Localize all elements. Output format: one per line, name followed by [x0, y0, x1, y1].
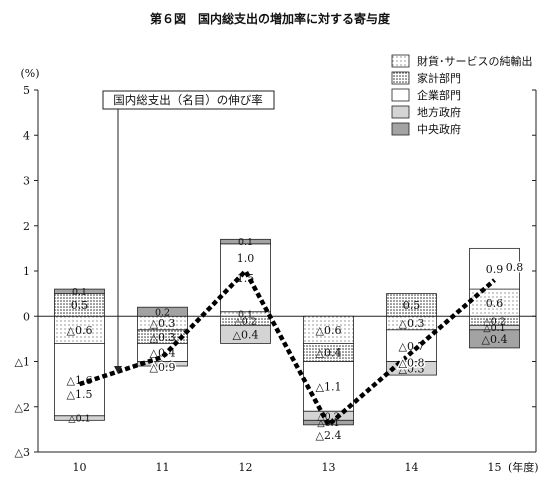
segment-label-local: △0.1	[68, 414, 90, 425]
bar-segment-local	[220, 324, 271, 344]
x-tick-label: 13	[322, 461, 336, 474]
segment-labels: △0.60.5△1.6△0.10.1△0.3△0.3△0.4△0.10.2 0.1…	[67, 237, 508, 429]
bar-segment-household	[386, 293, 437, 317]
segment-label-local: △0.1	[483, 323, 505, 334]
segment-label-foreign: 0.1	[238, 310, 253, 321]
y-tick-label: 0	[23, 310, 30, 323]
segment-label-household: △0.2	[234, 316, 256, 327]
legend-swatch-central	[391, 122, 410, 136]
bar-segment-local	[137, 361, 188, 367]
total-growth-label: 0.8	[506, 261, 524, 274]
chart-title: 第６図 国内総支出の増加率に対する寄与度	[150, 11, 391, 26]
segment-label-corporate: △1.6	[67, 374, 93, 387]
annotation-text: 国内総支出（名目）の伸び率	[113, 93, 263, 107]
segment-label-household: △0.4	[316, 347, 342, 360]
bar-segment-local	[54, 415, 105, 421]
y-tick-label: 2	[23, 220, 30, 233]
legend-label-foreign: 財貨･サービスの純輸出	[417, 54, 533, 68]
y-tick-label: 3	[23, 175, 30, 188]
segment-label-foreign: 0.6	[486, 297, 504, 310]
segment-label-central: 0.2	[155, 307, 170, 318]
total-growth-label: △0.9	[150, 361, 176, 374]
bar-segment-corporate	[303, 361, 354, 412]
annotation-box	[102, 90, 275, 110]
bar-segment-foreign	[54, 315, 105, 344]
segment-label-local: △0.3	[399, 362, 425, 375]
total-growth-label: △0.8	[399, 356, 425, 369]
segment-label-foreign: △0.6	[67, 324, 93, 337]
bar-segment-central	[469, 329, 520, 349]
plot-frame	[37, 90, 537, 453]
y-tick-label: △1	[15, 356, 30, 369]
y-axis: 5 4 3 2 1 0 △1 △2 △3	[15, 84, 536, 459]
total-growth-polyline	[78, 267, 496, 429]
bar-segment-central	[54, 288, 105, 295]
y-tick-label: 4	[23, 129, 30, 142]
x-tick-label: 15	[488, 461, 502, 474]
segment-label-corporate: 0.9	[486, 263, 504, 276]
y-tick-label: △3	[15, 446, 30, 459]
legend-swatch-foreign	[391, 54, 410, 68]
y-tick-label: 1	[23, 265, 30, 278]
segment-label-foreign: △0.3	[399, 317, 425, 330]
segment-label-central: 0.1	[238, 237, 253, 248]
y-tick-label: 5	[23, 84, 30, 97]
legend-label-household: 家計部門	[417, 71, 461, 85]
annotation-arrowhead	[114, 366, 122, 374]
legend-swatch-household	[391, 71, 410, 85]
y-axis-unit-label: (%)	[20, 67, 39, 80]
segment-label-local: △0.2	[317, 411, 339, 422]
x-tick-label: 14	[405, 461, 419, 474]
x-axis: 10 11 12 13 14 15	[73, 461, 502, 474]
annotation-callout: 国内総支出（名目）の伸び率	[102, 90, 275, 374]
segment-label-foreign: △0.6	[316, 324, 342, 337]
legend-swatch-corporate	[391, 88, 410, 102]
total-growth-label: △1.5	[67, 388, 93, 401]
x-axis-unit-label: (年度)	[508, 460, 539, 474]
x-tick-label: 11	[156, 461, 170, 474]
legend-label-corporate: 企業部門	[417, 88, 461, 102]
segment-label-foreign: △0.3	[150, 317, 176, 330]
segment-label-household: △0.3	[150, 331, 176, 344]
x-tick-label: 12	[239, 461, 253, 474]
bar-segment-central	[137, 306, 188, 317]
segment-label-household: △0.2	[483, 316, 505, 327]
total-growth-label: 1.0	[237, 252, 255, 265]
segment-label-local: △0.4	[233, 329, 259, 342]
segment-label-corporate: △1.1	[316, 381, 342, 394]
segment-label-household: 0.5	[403, 299, 421, 312]
segment-label-household: 0.5	[71, 299, 89, 312]
total-growth-line: △1.5 △0.9 1.0 △2.4 △0.8 0.8	[65, 251, 525, 444]
legend-swatch-local	[391, 105, 410, 119]
stacked-bars	[54, 238, 520, 426]
segment-label-central: 0.1	[72, 287, 87, 298]
bar-segment-foreign	[303, 315, 354, 344]
y-tick-label: △2	[15, 401, 30, 414]
legend-label-local: 地方政府	[417, 105, 461, 119]
segment-label-central: △0.4	[482, 333, 508, 346]
total-growth-label: △2.4	[316, 429, 342, 442]
segment-label-local: △0.1	[151, 359, 173, 370]
x-tick-label: 10	[73, 461, 87, 474]
legend-label-central: 中央政府	[417, 122, 461, 136]
bar-segment-central	[220, 238, 271, 245]
